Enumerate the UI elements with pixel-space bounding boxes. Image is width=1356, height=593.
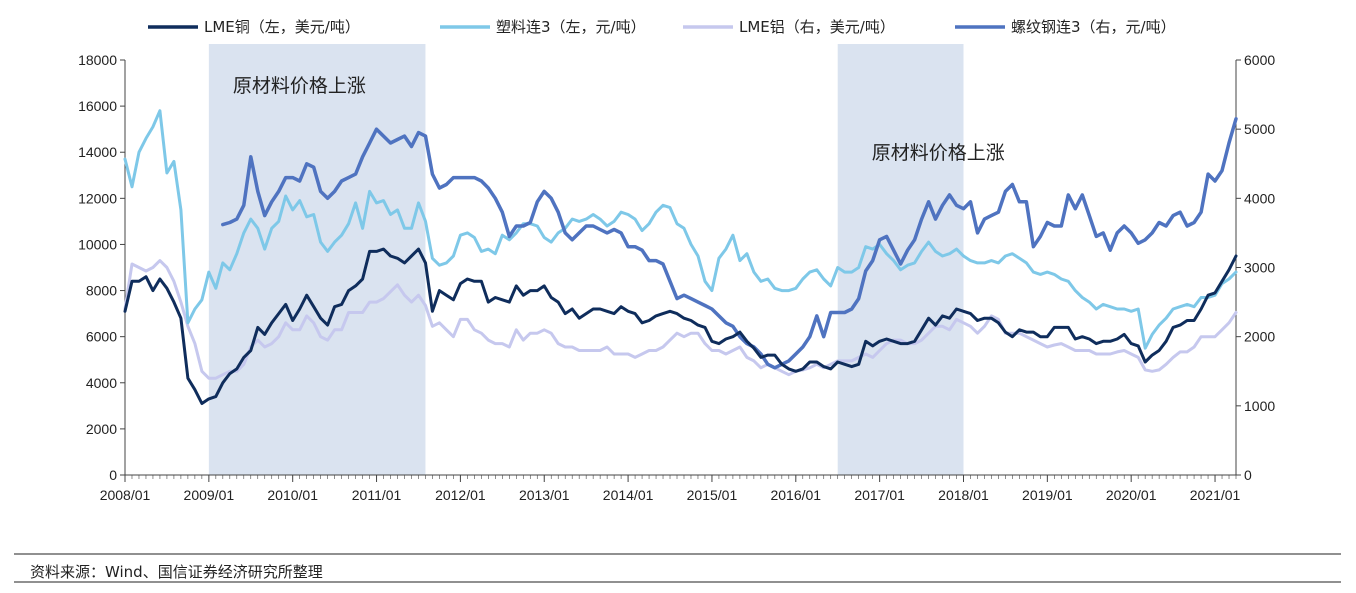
axes: 0200040006000800010000120001400016000180… [78, 52, 1275, 503]
y-left-tick-label: 2000 [86, 421, 117, 437]
legend: LME铜（左，美元/吨） 塑料连3（左，元/吨） LME铝（右，美元/吨） 螺纹钢连3… [148, 18, 1176, 36]
x-tick-label: 2011/01 [352, 487, 402, 503]
legend-entry: 塑料连3（左，元/吨） [496, 18, 646, 36]
y-left-tick-label: 16000 [78, 98, 117, 114]
x-tick-label: 2018/01 [938, 487, 989, 503]
legend-entry: 螺纹钢连3（右，元/吨） [1011, 18, 1176, 36]
y-left-tick-label: 0 [109, 467, 117, 483]
y-right-tick-label: 5000 [1244, 121, 1275, 137]
y-left-tick-label: 14000 [78, 144, 117, 160]
series-line [221, 117, 1238, 370]
x-tick-label: 2017/01 [854, 487, 905, 503]
shaded-region-label: 原材料价格上涨 [872, 142, 1005, 164]
y-right-tick-label: 6000 [1244, 52, 1275, 68]
shaded-region [837, 44, 964, 475]
y-right-tick-label: 2000 [1244, 329, 1275, 345]
source-note: 资料来源：Wind、国信证券经济研究所整理 [30, 563, 323, 581]
y-left-tick-label: 6000 [86, 329, 117, 345]
x-tick-label: 2016/01 [770, 487, 821, 503]
y-left-tick-label: 18000 [78, 52, 117, 68]
y-left-tick-label: 12000 [78, 190, 117, 206]
y-left-tick-label: 10000 [78, 236, 117, 252]
x-tick-label: 2021/01 [1190, 487, 1241, 503]
series-lines [123, 109, 1238, 405]
legend-entry: LME铝（右，美元/吨） [739, 18, 895, 36]
x-tick-label: 2008/01 [100, 487, 151, 503]
x-tick-label: 2014/01 [603, 487, 654, 503]
y-right-tick-label: 1000 [1244, 398, 1275, 414]
x-tick-label: 2010/01 [267, 487, 318, 503]
series-line [123, 109, 1238, 350]
y-right-tick-label: 0 [1244, 467, 1252, 483]
y-left-tick-label: 8000 [86, 283, 117, 299]
series-line [123, 247, 1238, 405]
series-line [123, 259, 1238, 380]
x-tick-label: 2012/01 [435, 487, 486, 503]
y-right-tick-label: 3000 [1244, 260, 1275, 276]
x-tick-label: 2019/01 [1022, 487, 1073, 503]
shaded-region-label: 原材料价格上涨 [233, 75, 366, 97]
x-tick-label: 2015/01 [687, 487, 738, 503]
legend-entry: LME铜（左，美元/吨） [204, 18, 360, 36]
x-tick-label: 2013/01 [519, 487, 570, 503]
x-tick-label: 2009/01 [184, 487, 235, 503]
y-right-tick-label: 4000 [1244, 190, 1275, 206]
y-left-tick-label: 4000 [86, 375, 117, 391]
shaded-region [208, 44, 426, 475]
x-tick-label: 2020/01 [1106, 487, 1157, 503]
